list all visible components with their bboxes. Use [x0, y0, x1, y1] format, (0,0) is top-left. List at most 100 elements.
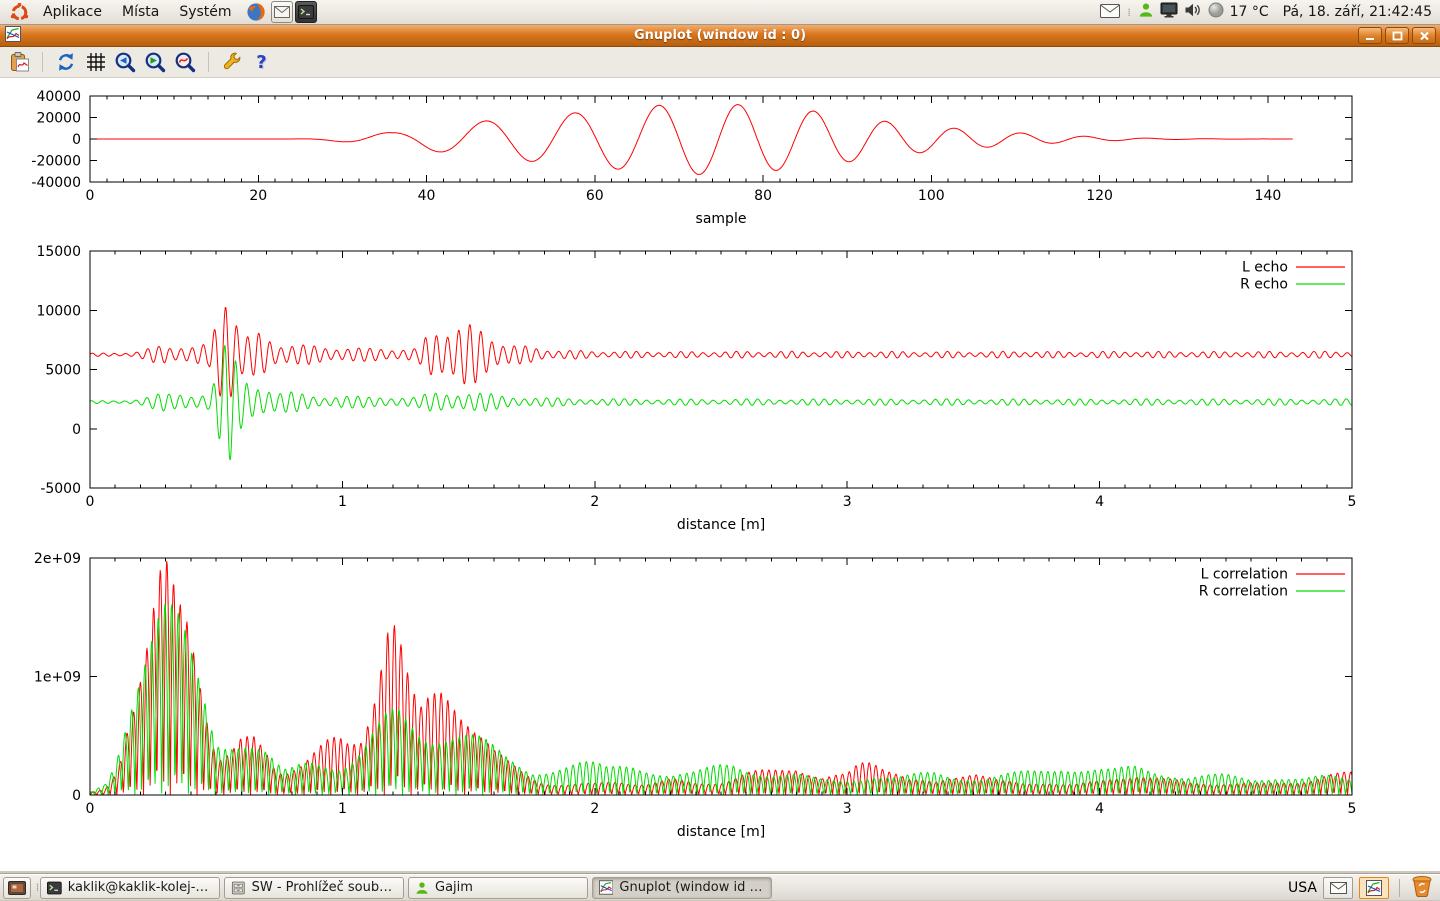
- gnuplot-icon: [1366, 880, 1382, 896]
- autoscale-icon: [174, 51, 197, 74]
- settings-button[interactable]: [218, 49, 245, 76]
- show-desktop-icon: [8, 881, 26, 895]
- copy-plot-icon: [9, 51, 31, 73]
- ubuntu-logo-icon[interactable]: [7, 0, 31, 24]
- svg-text:0: 0: [72, 132, 81, 148]
- svg-text:5: 5: [1348, 494, 1357, 510]
- gnuplot-icon: [599, 880, 613, 895]
- svg-text:10000: 10000: [36, 303, 81, 319]
- minimize-button[interactable]: [1358, 27, 1382, 44]
- help-button[interactable]: ?: [248, 49, 275, 76]
- zoom-previous-icon: [114, 51, 137, 74]
- zoom-next-button[interactable]: [142, 49, 169, 76]
- svg-text:-40000: -40000: [31, 175, 81, 191]
- svg-text:4: 4: [1095, 494, 1104, 510]
- menu-places[interactable]: Místa: [113, 0, 168, 24]
- maximize-icon: [1392, 31, 1403, 41]
- mail-icon: [1330, 882, 1347, 894]
- weather-icon[interactable]: [1208, 2, 1224, 22]
- volume-icon[interactable]: [1184, 2, 1202, 22]
- minimize-icon: [1364, 31, 1376, 41]
- firefox-launcher[interactable]: [244, 0, 268, 24]
- temperature-label[interactable]: 17 °C: [1230, 4, 1269, 20]
- svg-text:1: 1: [338, 801, 347, 817]
- svg-text:100: 100: [918, 188, 945, 204]
- toggle-grid-button[interactable]: [82, 49, 109, 76]
- window-controls: [1358, 27, 1436, 44]
- svg-text:15000: 15000: [36, 244, 81, 260]
- autoscale-button[interactable]: [172, 49, 199, 76]
- display-settings-icon[interactable]: [1160, 2, 1178, 22]
- main-menu: Aplikace Místa Systém: [6, 0, 317, 24]
- task-label: Gajim: [435, 880, 473, 895]
- task-label: Gnuplot (window id : 0): [619, 880, 765, 895]
- svg-text:L correlation: L correlation: [1201, 567, 1288, 583]
- trash-button[interactable]: [1410, 875, 1434, 901]
- toolbar-separator: [42, 52, 43, 72]
- firefox-icon: [246, 2, 266, 22]
- refresh-icon: [55, 51, 77, 73]
- tray-gnuplot-button[interactable]: [1359, 877, 1389, 899]
- svg-text:distance [m]: distance [m]: [677, 517, 765, 533]
- tray-mail-icon[interactable]: [1100, 3, 1120, 22]
- svg-text:distance [m]: distance [m]: [677, 824, 765, 840]
- svg-text:60: 60: [586, 188, 604, 204]
- clock-label[interactable]: Pá, 18. září, 21:42:45: [1283, 4, 1432, 20]
- svg-text:1e+09: 1e+09: [34, 670, 81, 686]
- show-desktop-button[interactable]: [3, 877, 31, 899]
- svg-text:2e+09: 2e+09: [34, 551, 81, 567]
- svg-text:0: 0: [86, 188, 95, 204]
- menu-applications[interactable]: Aplikace: [34, 0, 111, 24]
- task-file-browser[interactable]: SW - Prohlížeč souborů: [224, 877, 404, 899]
- svg-text:-20000: -20000: [31, 154, 81, 170]
- ubuntu-logo-icon: [10, 3, 29, 22]
- close-button[interactable]: [1412, 27, 1436, 44]
- copy-to-clipboard-button[interactable]: [6, 49, 33, 76]
- grid-icon: [86, 52, 106, 72]
- window-titlebar[interactable]: Gnuplot (window id : 0): [0, 25, 1440, 47]
- terminal-launcher[interactable]: [295, 1, 317, 23]
- svg-text:-5000: -5000: [40, 481, 81, 497]
- svg-text:5000: 5000: [45, 363, 81, 379]
- tray-mail-button[interactable]: [1323, 877, 1353, 899]
- svg-text:R correlation: R correlation: [1199, 584, 1288, 600]
- svg-text:140: 140: [1255, 188, 1282, 204]
- taskbar: ⁞ kaklik@kaklik-kolej-u... SW - Prohlíže…: [0, 874, 1440, 900]
- task-gajim[interactable]: Gajim: [408, 877, 588, 899]
- panel-tray: ⁞: [1100, 0, 1434, 24]
- maximize-button[interactable]: [1385, 27, 1409, 44]
- svg-text:40: 40: [418, 188, 436, 204]
- task-label: kaklik@kaklik-kolej-u...: [68, 880, 213, 895]
- zoom-previous-button[interactable]: [112, 49, 139, 76]
- wrench-icon: [221, 51, 243, 73]
- replot-button[interactable]: [52, 49, 79, 76]
- gajim-status-icon[interactable]: [1138, 2, 1154, 22]
- mail-launcher[interactable]: [271, 1, 293, 23]
- svg-text:sample: sample: [696, 211, 747, 227]
- svg-text:0: 0: [72, 788, 81, 804]
- task-label: SW - Prohlížeč souborů: [252, 880, 397, 895]
- task-terminal[interactable]: kaklik@kaklik-kolej-u...: [40, 877, 220, 899]
- svg-text:80: 80: [754, 188, 772, 204]
- window-toolbar: ?: [0, 47, 1440, 78]
- taskbar-right: USA: [1288, 875, 1437, 901]
- trash-icon: [1410, 875, 1434, 897]
- tray-handle[interactable]: ⁞: [1126, 6, 1132, 19]
- svg-text:0: 0: [86, 494, 95, 510]
- svg-text:40000: 40000: [36, 89, 81, 105]
- svg-text:0: 0: [72, 422, 81, 438]
- mail-icon: [274, 6, 290, 18]
- menu-system[interactable]: Systém: [170, 0, 240, 24]
- keyboard-layout-indicator[interactable]: USA: [1288, 880, 1317, 896]
- close-icon: [1419, 31, 1430, 41]
- svg-text:R echo: R echo: [1240, 277, 1288, 293]
- gnuplot-window: Gnuplot (window id : 0): [0, 25, 1440, 871]
- svg-text:4: 4: [1095, 801, 1104, 817]
- task-gnuplot[interactable]: Gnuplot (window id : 0): [592, 877, 772, 899]
- toolbar-separator: [208, 52, 209, 72]
- svg-text:120: 120: [1086, 188, 1113, 204]
- svg-text:20: 20: [249, 188, 267, 204]
